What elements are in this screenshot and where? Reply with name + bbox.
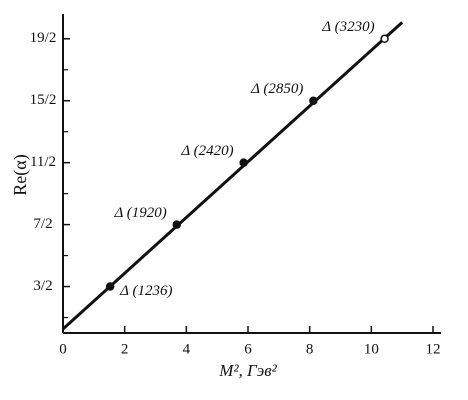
fit-line: [61, 21, 404, 331]
x-tick-label: 12: [426, 341, 441, 357]
y-tick-label: 3/2: [33, 278, 52, 294]
x-tick-label: 10: [364, 341, 379, 357]
y-tick-label: 7/2: [33, 216, 52, 232]
y-tick-label: 19/2: [30, 30, 57, 46]
point: [309, 96, 318, 105]
point-label: Δ (2420): [180, 143, 233, 159]
x-tick-label: 6: [244, 341, 252, 357]
point-label: Δ (3230): [321, 19, 374, 35]
y-tick-label: 11/2: [30, 154, 56, 170]
point: [239, 158, 248, 167]
point: [105, 282, 115, 291]
point: [380, 34, 389, 44]
x-tick-label: 4: [183, 341, 191, 357]
x-tick-label: 8: [306, 341, 314, 357]
point-label: Δ (2850): [250, 81, 303, 97]
y-axis-label: Re(α): [10, 154, 31, 195]
y-tick-label: 15/2: [30, 92, 57, 108]
point-label: Δ (1236): [119, 283, 172, 299]
point-label: Δ (1920): [113, 205, 166, 221]
point: [172, 220, 182, 229]
x-axis-label: M², Гэв²: [218, 361, 277, 380]
x-tick-label: 2: [121, 341, 129, 357]
x-tick-label: 0: [59, 341, 67, 357]
